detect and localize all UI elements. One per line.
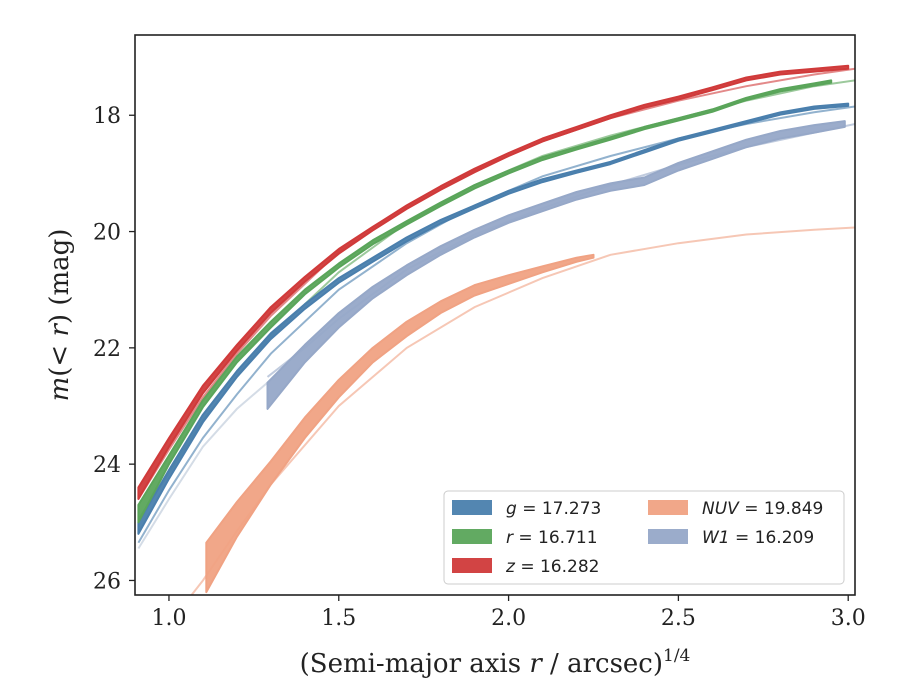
legend-swatch-w1 xyxy=(648,529,688,544)
y-tick-label: 18 xyxy=(93,104,121,129)
data-bands xyxy=(137,64,850,594)
band-z xyxy=(137,64,850,500)
x-tick-label: 3.0 xyxy=(831,606,866,631)
legend-frame xyxy=(443,490,845,585)
x-axis: 1.0 1.5 2.0 2.5 3.0 xyxy=(151,595,866,631)
x-axis-label: (Semi-major axis r / arcsec)1/4 xyxy=(300,646,691,679)
y-tick-label: 22 xyxy=(93,337,121,362)
legend-swatch-r xyxy=(452,529,492,544)
x-tick-label: 2.5 xyxy=(661,606,696,631)
legend-label-w1: W1 = 16.209 xyxy=(702,528,814,548)
legend-label-nuv: NUV = 19.849 xyxy=(702,499,823,519)
legend-swatch-nuv xyxy=(648,500,688,515)
band-g xyxy=(137,102,850,535)
model-curve-w1 xyxy=(266,123,855,378)
y-tick-label: 26 xyxy=(93,569,121,594)
x-tick-label: 2.0 xyxy=(491,606,526,631)
y-axis-label: m(< r) (mag) xyxy=(45,229,75,402)
y-tick-label: 20 xyxy=(93,221,121,246)
band-w1 xyxy=(266,120,846,410)
legend-swatch-g xyxy=(452,500,492,515)
y-tick-label: 24 xyxy=(93,453,121,478)
legend: g = 17.273 r = 16.711 z = 16.282 NUV = 19.8… xyxy=(443,490,845,585)
model-curve-g xyxy=(137,105,855,544)
legend-label-z: z = 16.282 xyxy=(505,557,599,577)
model-curve-g_model_lower_tail xyxy=(137,379,272,550)
band-r xyxy=(137,79,833,524)
x-tick-label: 1.5 xyxy=(321,606,356,631)
band-nuv xyxy=(205,253,595,594)
legend-swatch-z xyxy=(452,558,492,573)
y-axis: 18 20 22 24 26 xyxy=(93,104,135,594)
plot-frame xyxy=(134,34,856,596)
x-tick-label: 1.0 xyxy=(151,606,186,631)
legend-label-g: g = 17.273 xyxy=(506,499,601,519)
legend-label-r: r = 16.711 xyxy=(506,528,598,548)
